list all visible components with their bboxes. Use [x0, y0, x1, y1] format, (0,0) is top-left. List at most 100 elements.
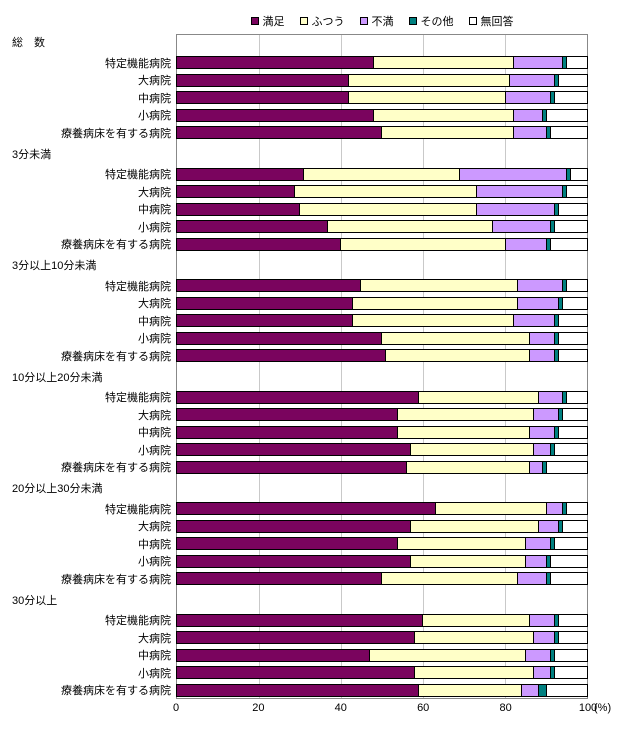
- bar-track: [176, 91, 588, 105]
- bar-track: [176, 220, 588, 234]
- bar-segment-dissatisfied: [538, 519, 560, 533]
- bar-segment-other: [546, 126, 551, 140]
- bar-segment-other: [546, 237, 551, 251]
- bar-segment-dissatisfied: [517, 572, 547, 586]
- bar-row: 大病院: [6, 629, 628, 647]
- bar-segment-satisfied: [176, 73, 350, 87]
- bar-segment-normal: [406, 460, 531, 474]
- bar-segment-other: [563, 279, 568, 293]
- bar-row: 小病院: [6, 664, 628, 682]
- bar-segment-satisfied: [176, 237, 341, 251]
- bar-segment-no-answer: [546, 460, 588, 474]
- bar-segment-other: [559, 519, 564, 533]
- bar-track: [176, 296, 588, 310]
- row-label: 中病院: [138, 650, 171, 663]
- bar-segment-no-answer: [559, 202, 588, 216]
- x-axis: (%) 0 20 40 60 80 100: [172, 699, 611, 717]
- bar-segment-other: [563, 185, 568, 199]
- bar-segment-no-answer: [567, 279, 588, 293]
- bar-segment-satisfied: [176, 56, 374, 70]
- bar-track: [176, 349, 588, 363]
- bar-segment-no-answer: [559, 613, 588, 627]
- row-label: 大病院: [138, 298, 171, 311]
- gridline-40: [341, 35, 342, 698]
- bar-track: [176, 648, 588, 662]
- bar-segment-dissatisfied: [505, 237, 547, 251]
- row-label: 療養病床を有する病院: [61, 462, 171, 475]
- bar-segment-other: [567, 167, 572, 181]
- bar-segment-normal: [398, 408, 535, 422]
- bar-row: 中病院: [6, 312, 628, 330]
- bar-segment-other: [555, 202, 560, 216]
- x-tick-0: 0: [172, 702, 180, 714]
- bar-segment-dissatisfied: [509, 73, 556, 87]
- bar-segment-satisfied: [176, 554, 411, 568]
- bar-segment-normal: [349, 91, 506, 105]
- chart-rows: 総 数特定機能病院 大病院 中病院 小病院 療養病床を有する病院 3分未満 特定機能病院 大病…: [6, 34, 628, 699]
- row-label: 中病院: [138, 427, 171, 440]
- bar-track: [176, 683, 588, 697]
- bar-segment-other: [555, 314, 560, 328]
- bar-track: [176, 167, 588, 181]
- bar-segment-no-answer: [559, 73, 588, 87]
- bar-segment-dissatisfied: [530, 349, 556, 363]
- row-label: 小病院: [138, 110, 171, 123]
- legend-item-normal: ふつう: [299, 13, 345, 29]
- row-label: 特定機能病院: [105, 615, 171, 628]
- bar-segment-dissatisfied: [534, 666, 551, 680]
- bar-segment-dissatisfied: [526, 554, 547, 568]
- bar-segment-normal: [386, 349, 531, 363]
- bar-segment-no-answer: [563, 296, 588, 310]
- bar-segment-no-answer: [550, 126, 588, 140]
- bar-row: 中病院: [6, 424, 628, 442]
- bar-segment-other: [559, 408, 564, 422]
- bar-segment-satisfied: [176, 460, 407, 474]
- bar-row: 特定機能病院: [6, 500, 628, 518]
- bar-segment-dissatisfied: [530, 613, 556, 627]
- bar-segment-satisfied: [176, 349, 387, 363]
- bar-segment-other: [555, 425, 560, 439]
- bar-segment-other: [563, 56, 568, 70]
- bar-row: 中病院: [6, 89, 628, 107]
- bar-row: 特定機能病院: [6, 612, 628, 630]
- bar-segment-satisfied: [176, 408, 399, 422]
- bar-row: 特定機能病院: [6, 54, 628, 72]
- bar-track: [176, 108, 588, 122]
- bar-segment-other: [559, 296, 564, 310]
- bar-track: [176, 408, 588, 422]
- legend-swatch-no-answer: [468, 17, 477, 25]
- bar-segment-other: [550, 220, 556, 234]
- bar-segment-other: [555, 613, 560, 627]
- group-label: 3分未満: [12, 148, 52, 161]
- bar-segment-no-answer: [567, 390, 588, 404]
- bar-track: [176, 666, 588, 680]
- legend-label-no-answer: 無回答: [480, 16, 514, 28]
- bar-track: [176, 279, 588, 293]
- bar-segment-no-answer: [555, 220, 588, 234]
- row-label: 特定機能病院: [105, 57, 171, 70]
- row-label: 中病院: [138, 315, 171, 328]
- bar-segment-normal: [435, 502, 547, 516]
- bar-track: [176, 237, 588, 251]
- bar-track: [176, 126, 588, 140]
- bar-segment-dissatisfied: [505, 91, 551, 105]
- row-label: 特定機能病院: [105, 392, 171, 405]
- bar-row: 小病院: [6, 107, 628, 125]
- row-label: 中病院: [138, 204, 171, 217]
- bar-segment-no-answer: [567, 56, 588, 70]
- bar-row: 小病院: [6, 330, 628, 348]
- bar-row: 療養病床を有する病院: [6, 124, 628, 142]
- row-label: 中病院: [138, 538, 171, 551]
- bar-segment-normal: [410, 554, 527, 568]
- row-label: 大病院: [138, 186, 171, 199]
- bar-segment-other: [555, 631, 560, 645]
- bar-segment-other: [546, 554, 551, 568]
- bar-segment-no-answer: [559, 314, 588, 328]
- bar-track: [176, 613, 588, 627]
- row-label: 大病院: [138, 632, 171, 645]
- bar-segment-other: [550, 648, 555, 662]
- row-label: 中病院: [138, 92, 171, 105]
- bar-segment-dissatisfied: [517, 296, 560, 310]
- row-label: 療養病床を有する病院: [61, 350, 171, 363]
